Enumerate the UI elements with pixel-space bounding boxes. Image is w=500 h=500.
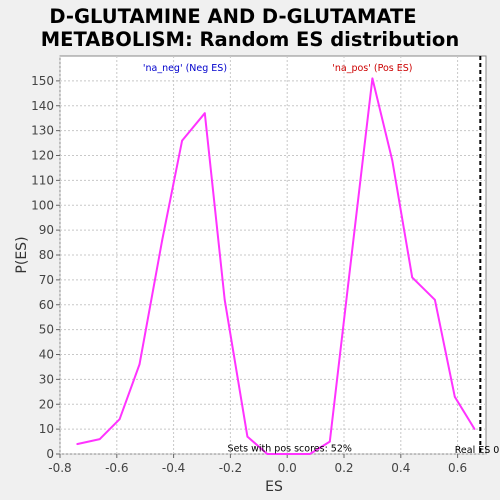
x-tick-label: 0.2 <box>334 461 353 475</box>
data-point <box>204 112 206 115</box>
data-point <box>371 77 374 80</box>
data-point <box>411 276 413 279</box>
data-point <box>309 453 311 455</box>
data-point <box>286 453 289 455</box>
chart-title-line-2: METABOLISM: Random ES distribution <box>41 28 459 51</box>
data-point <box>98 438 101 440</box>
data-point <box>266 453 269 455</box>
x-tick-label: -0.8 <box>48 461 71 475</box>
y-tick-label: 130 <box>31 124 54 138</box>
x-tick-label: 0.6 <box>448 461 467 475</box>
data-point <box>118 418 121 420</box>
y-tick-label: 0 <box>46 447 54 461</box>
data-point <box>391 159 394 162</box>
data-point <box>453 395 456 398</box>
data-point <box>473 428 476 430</box>
y-tick-label: 110 <box>31 173 54 187</box>
data-point <box>434 298 436 301</box>
y-tick-label: 20 <box>39 397 54 411</box>
chart-title-line-1: D-GLUTAMINE AND D-GLUTAMATE <box>49 5 416 28</box>
data-point <box>246 435 249 438</box>
y-tick-label: 120 <box>31 149 54 163</box>
x-tick-label: -0.6 <box>105 461 128 475</box>
y-tick-label: 90 <box>39 223 54 237</box>
y-axis-label: P(ES) <box>14 236 30 273</box>
y-tick-label: 50 <box>39 323 54 337</box>
y-tick-label: 140 <box>31 99 54 113</box>
x-tick-label: -0.2 <box>219 461 242 475</box>
data-point <box>329 440 331 443</box>
y-tick-label: 10 <box>39 422 54 436</box>
x-tick-label: 0.4 <box>391 461 410 475</box>
data-point <box>223 298 226 301</box>
y-tick-label: 30 <box>39 372 54 386</box>
data-point <box>138 363 141 366</box>
y-tick-label: 80 <box>39 248 54 262</box>
series-line-0 <box>76 77 476 455</box>
annotation: 'na_pos' (Pos ES) <box>332 63 412 74</box>
x-tick-label: -0.4 <box>162 461 185 475</box>
annotation: 'na_neg' (Neg ES) <box>143 63 227 74</box>
data-point <box>181 139 183 142</box>
x-axis-label: ES <box>265 479 283 495</box>
axis-ticks: 0 10 20 30 40 50 60 70 80 90 100 110 120 130 140 150 -0.… <box>31 74 467 475</box>
annotations: 'na_neg' (Neg ES) 'na_pos' (Pos ES) Sets w… <box>143 63 500 456</box>
series-layer <box>76 56 482 455</box>
data-point <box>351 246 354 249</box>
y-tick-label: 60 <box>39 298 54 312</box>
y-tick-label: 150 <box>31 74 54 88</box>
data-point <box>76 443 78 445</box>
y-tick-label: 100 <box>31 198 54 212</box>
annotation: Real ES 0 <box>455 445 500 456</box>
x-tick-label: 0.0 <box>278 461 297 475</box>
data-point <box>161 239 164 241</box>
annotation: Sets with pos scores: 52% <box>228 444 352 455</box>
y-tick-label: 40 <box>39 348 54 362</box>
y-tick-label: 70 <box>39 273 54 287</box>
